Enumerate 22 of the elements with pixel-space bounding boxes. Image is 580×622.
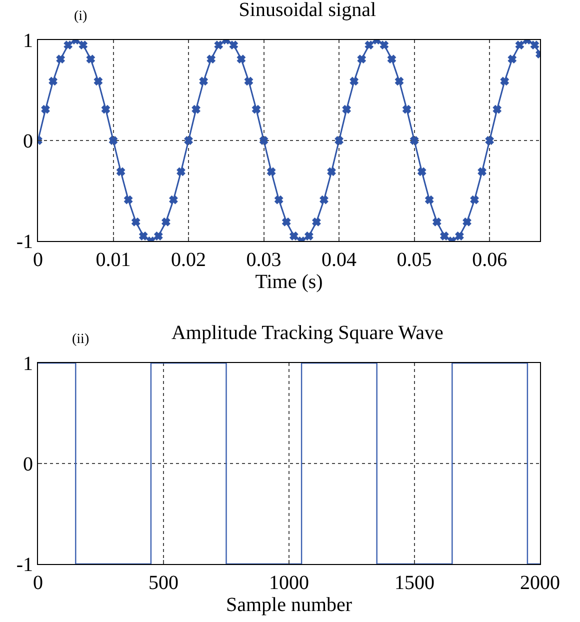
x-tick-label: 0.02 bbox=[171, 249, 206, 271]
x-tick-label: 2000 bbox=[520, 572, 560, 594]
x-tick-label: 1500 bbox=[394, 572, 434, 594]
x-tick-label: 0.05 bbox=[396, 249, 432, 271]
y-tick-label: 1 bbox=[23, 353, 33, 375]
y-tick-label: -1 bbox=[16, 231, 33, 253]
x-axis-title: Time (s) bbox=[255, 271, 323, 293]
x-tick-label: 1000 bbox=[269, 572, 309, 594]
chart-title: Amplitude Tracking Square Wave bbox=[171, 322, 444, 344]
text: (ii) bbox=[72, 332, 90, 347]
x-tick-label: 500 bbox=[148, 572, 178, 594]
x-tick-label: 0.03 bbox=[246, 249, 282, 271]
y-tick-label: 0 bbox=[23, 454, 33, 476]
x-axis-title: Sample number bbox=[226, 594, 352, 616]
y-tick-label: 1 bbox=[23, 30, 33, 52]
y-tick-label: 0 bbox=[23, 130, 33, 152]
x-tick-label: 0.04 bbox=[322, 249, 357, 271]
x-tick-label: 0.06 bbox=[472, 249, 508, 271]
text: (i) bbox=[74, 9, 88, 24]
chart-title: Sinusoidal signal bbox=[238, 0, 376, 21]
y-tick-label: -1 bbox=[16, 554, 33, 576]
x-tick-label: 0.01 bbox=[96, 249, 131, 271]
